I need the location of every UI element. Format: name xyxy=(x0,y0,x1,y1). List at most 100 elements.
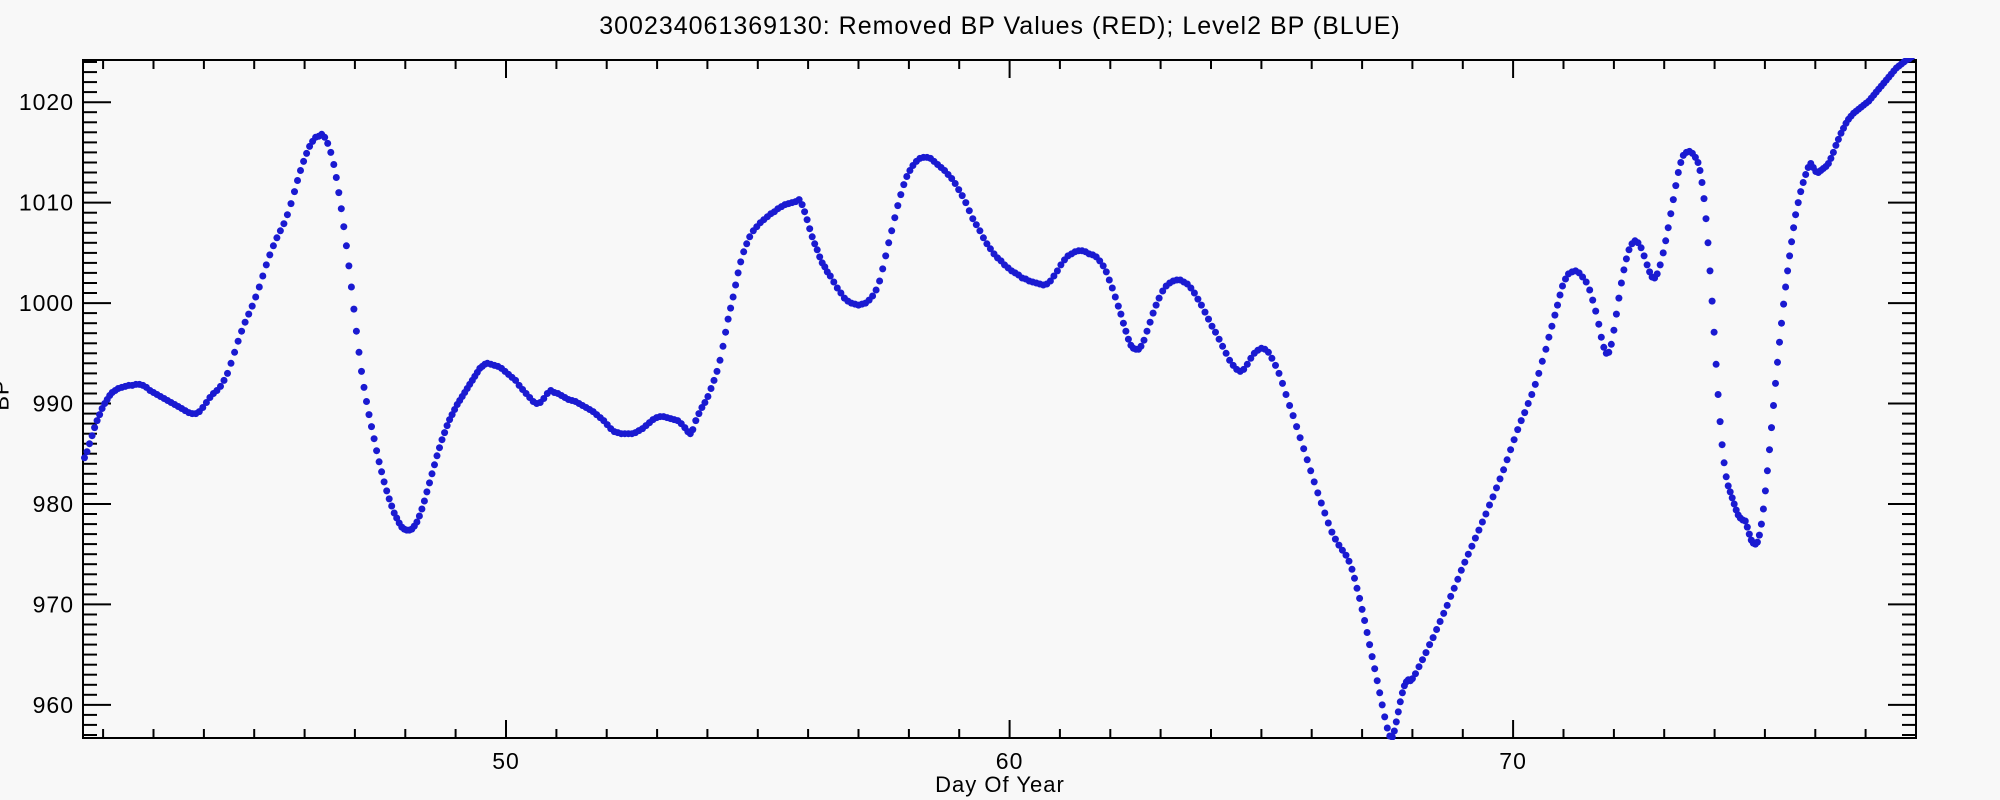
data-point xyxy=(1728,494,1736,502)
data-point xyxy=(1328,528,1336,536)
data-point xyxy=(1447,592,1455,600)
data-point xyxy=(1358,605,1366,613)
data-point xyxy=(1778,319,1785,327)
data-point xyxy=(1653,270,1661,278)
data-point xyxy=(979,234,987,242)
data-point xyxy=(976,227,984,235)
data-point xyxy=(1605,348,1613,356)
data-point xyxy=(283,211,291,219)
data-point xyxy=(355,348,363,356)
data-point xyxy=(1643,261,1651,269)
data-point xyxy=(441,429,449,437)
data-point xyxy=(798,201,806,209)
data-point xyxy=(1475,526,1483,534)
data-point xyxy=(1538,357,1546,365)
x-tick-label: 60 xyxy=(996,748,1024,774)
data-point xyxy=(1468,542,1476,550)
data-point xyxy=(704,393,712,400)
data-point xyxy=(1361,617,1369,624)
data-point xyxy=(1450,584,1458,592)
data-point xyxy=(716,356,724,364)
data-point xyxy=(816,253,824,261)
data-point xyxy=(983,240,991,248)
data-point xyxy=(1243,360,1251,368)
data-point xyxy=(335,189,343,197)
data-point xyxy=(1620,266,1628,274)
data-point xyxy=(1366,641,1374,649)
data-point xyxy=(808,233,816,241)
data-point xyxy=(1714,391,1722,398)
data-point xyxy=(801,208,809,216)
data-point xyxy=(345,262,353,270)
data-point xyxy=(1457,566,1465,574)
chart-title: 300234061369130: Removed BP Values (RED)… xyxy=(599,12,1401,40)
data-point xyxy=(1289,412,1297,420)
data-point xyxy=(1780,300,1788,308)
data-point xyxy=(1279,379,1286,387)
data-point xyxy=(1531,380,1539,388)
y-tick-label: 1010 xyxy=(19,190,74,216)
data-point xyxy=(1556,291,1564,299)
data-point xyxy=(1363,629,1371,636)
data-point xyxy=(303,149,311,157)
data-point xyxy=(707,385,715,392)
data-point xyxy=(1264,348,1272,356)
data-point xyxy=(951,180,959,187)
data-point xyxy=(1114,302,1122,310)
data-point xyxy=(1426,641,1434,649)
data-point xyxy=(1353,584,1361,592)
data-point xyxy=(83,448,91,456)
x-tick-label: 50 xyxy=(492,748,520,774)
data-point xyxy=(1155,294,1163,302)
data-point xyxy=(1496,475,1504,483)
data-point xyxy=(811,240,819,248)
data-point xyxy=(1381,713,1389,721)
data-point xyxy=(252,293,260,301)
data-point xyxy=(1194,295,1202,303)
data-point xyxy=(415,512,423,520)
data-point xyxy=(227,359,235,367)
data-point xyxy=(1829,148,1837,156)
data-point xyxy=(1149,309,1157,317)
data-point xyxy=(882,252,890,260)
data-point xyxy=(1535,369,1543,377)
y-tick-label: 990 xyxy=(33,391,74,417)
data-point xyxy=(1743,523,1751,531)
data-point xyxy=(1794,199,1802,207)
data-point xyxy=(1625,246,1633,254)
data-point xyxy=(1222,349,1230,357)
data-point xyxy=(1046,277,1054,285)
data-point xyxy=(1542,345,1550,353)
data-point xyxy=(1124,335,1132,343)
data-point xyxy=(1757,520,1765,528)
data-point xyxy=(1640,252,1648,260)
data-point xyxy=(1373,677,1381,685)
data-point xyxy=(1096,257,1104,265)
data-point xyxy=(1314,489,1322,497)
data-point xyxy=(1219,342,1227,350)
data-point xyxy=(1140,336,1148,344)
data-point xyxy=(1659,249,1667,257)
data-point xyxy=(436,444,443,452)
data-point xyxy=(337,205,345,213)
data-point xyxy=(1119,319,1127,327)
data-point xyxy=(737,258,745,266)
data-point xyxy=(332,174,340,181)
data-point xyxy=(1321,509,1329,517)
data-point xyxy=(255,283,263,291)
data-point xyxy=(806,225,814,233)
data-point xyxy=(734,269,742,277)
data-point xyxy=(1797,188,1805,196)
data-point xyxy=(375,458,383,466)
data-point xyxy=(1656,261,1664,269)
data-point xyxy=(1383,724,1391,732)
x-axis-label: Day Of Year xyxy=(935,772,1065,797)
data-point xyxy=(1698,179,1706,186)
data-point xyxy=(224,369,231,377)
data-point xyxy=(1559,282,1566,290)
data-point xyxy=(241,318,249,326)
data-point xyxy=(1755,531,1763,539)
data-point xyxy=(1524,400,1532,407)
data-point xyxy=(1146,318,1154,326)
data-point xyxy=(327,148,335,156)
